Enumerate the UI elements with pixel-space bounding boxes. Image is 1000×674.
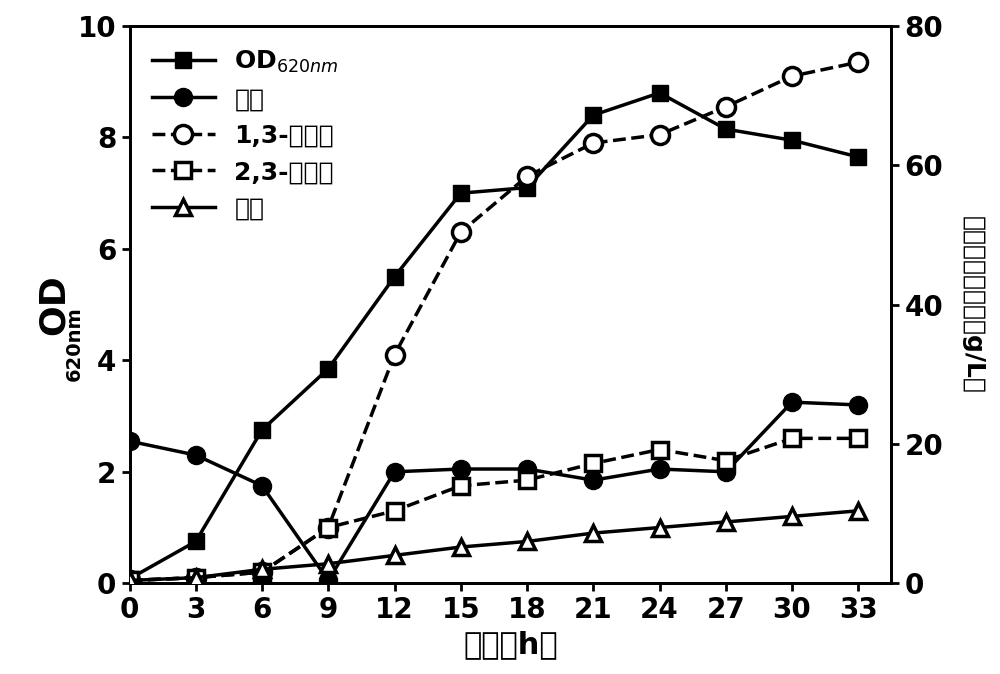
Y-axis label: 甘油和醇的浓度（g/L）: 甘油和醇的浓度（g/L）: [961, 216, 985, 394]
Text: 620nm: 620nm: [65, 306, 84, 381]
Legend: OD$_{620nm}$, 甘油, 1,3-丙二醇, 2,3-丁二醇, 乙醇: OD$_{620nm}$, 甘油, 1,3-丙二醇, 2,3-丁二醇, 乙醇: [142, 38, 349, 231]
Text: OD: OD: [36, 274, 70, 335]
X-axis label: 时间（h）: 时间（h）: [463, 630, 558, 659]
